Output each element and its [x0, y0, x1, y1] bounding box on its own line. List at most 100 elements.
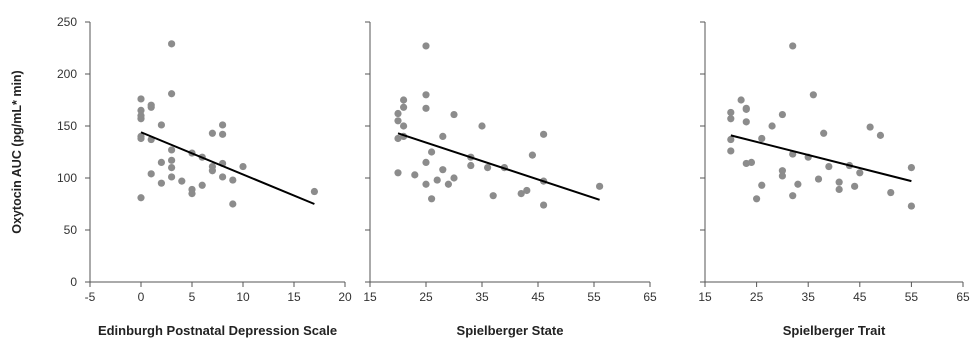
- data-point: [907, 202, 916, 210]
- data-point: [433, 176, 441, 184]
- data-point: [137, 106, 145, 114]
- data-point: [168, 164, 176, 172]
- data-point: [157, 179, 165, 187]
- data-point: [467, 161, 475, 170]
- data-point: [835, 185, 843, 194]
- data-point: [789, 42, 797, 50]
- data-point: [758, 134, 766, 143]
- data-point: [727, 135, 735, 144]
- data-point: [178, 177, 186, 185]
- data-point: [596, 182, 604, 190]
- data-point: [157, 121, 165, 129]
- data-point: [422, 180, 430, 188]
- data-point: [310, 187, 318, 196]
- y-tick-label: 50: [64, 223, 78, 237]
- data-point: [428, 195, 436, 203]
- data-point: [727, 108, 735, 117]
- y-tick-label: 200: [57, 67, 77, 81]
- data-point: [168, 40, 176, 48]
- y-tick-labels: 0 50 100 150 200 250: [57, 15, 77, 289]
- data-point: [484, 164, 492, 172]
- data-point: [137, 95, 145, 103]
- data-point: [168, 173, 176, 181]
- data-point: [168, 146, 176, 154]
- data-point: [219, 130, 227, 138]
- x-tick-label: 20: [338, 290, 352, 304]
- data-point: [778, 167, 787, 175]
- x-tick-label: 0: [138, 290, 145, 304]
- data-point: [747, 158, 756, 166]
- data-point: [778, 172, 787, 180]
- panel-spielberger-state: 15 25 35 45 55 65 Spielberger State: [363, 21, 657, 338]
- data-point: [809, 91, 817, 99]
- data-point: [394, 109, 402, 118]
- data-point: [208, 129, 216, 137]
- data-point: [814, 175, 823, 183]
- panel-spielberger-trait: 15 25 35 45 55 65 Spielberger Trait: [698, 21, 970, 338]
- data-point: [422, 42, 430, 50]
- data-point: [394, 169, 402, 177]
- data-point: [208, 167, 216, 175]
- x-tick-label: 25: [419, 290, 433, 304]
- x-axis-label: Edinburgh Postnatal Depression Scale: [98, 323, 337, 338]
- data-point: [400, 96, 408, 104]
- data-point: [856, 169, 864, 177]
- x-axis-label: Spielberger Trait: [783, 323, 886, 338]
- data-point: [820, 129, 828, 137]
- data-point: [411, 171, 419, 179]
- trend-line: [140, 131, 315, 205]
- y-tick-label: 250: [57, 15, 77, 29]
- data-point: [907, 164, 916, 172]
- data-point: [219, 121, 227, 129]
- y-tick-label: 0: [70, 275, 77, 289]
- data-point: [778, 110, 787, 119]
- data-point: [450, 110, 458, 119]
- y-tick-label: 150: [57, 119, 77, 133]
- data-point: [400, 122, 408, 130]
- data-point: [835, 178, 843, 186]
- data-point: [137, 134, 145, 143]
- data-point: [450, 174, 458, 182]
- data-point: [422, 91, 430, 99]
- data-point: [742, 118, 750, 126]
- data-point: [439, 166, 447, 174]
- data-point: [876, 131, 885, 139]
- x-tick-label: 45: [853, 290, 867, 304]
- data-point: [540, 201, 548, 209]
- x-tick-label: 35: [802, 290, 816, 304]
- x-tick-label: 5: [189, 290, 196, 304]
- x-tick-label: -5: [85, 290, 96, 304]
- trend-line: [397, 132, 600, 201]
- data-point: [866, 123, 874, 131]
- data-point: [198, 181, 206, 189]
- data-point: [742, 105, 750, 113]
- data-point: [422, 104, 430, 112]
- panel-edinburgh-postnatal-depression-scale: -5 0 5 10 15 20 Edinburgh Postnatal Depression…: [85, 21, 352, 338]
- data-point: [794, 180, 802, 188]
- data-point: [239, 162, 247, 171]
- y-axis-label: Oxytocin AUC (pg/mL* min): [10, 70, 24, 233]
- x-tick-label: 55: [905, 290, 919, 304]
- data-point: [394, 134, 402, 143]
- x-tick-label: 25: [750, 290, 764, 304]
- data-point: [168, 90, 176, 98]
- data-point: [727, 115, 735, 123]
- data-point: [851, 182, 859, 190]
- data-point: [147, 170, 155, 178]
- x-tick-label: 55: [587, 290, 601, 304]
- data-point: [422, 158, 430, 166]
- data-point: [758, 181, 766, 189]
- data-point: [523, 186, 531, 195]
- x-tick-label: 15: [698, 290, 712, 304]
- data-point: [727, 147, 735, 155]
- data-point: [428, 148, 436, 156]
- data-point: [737, 96, 745, 104]
- data-point: [394, 117, 402, 125]
- x-tick-label: 65: [956, 290, 970, 304]
- data-point: [219, 173, 227, 181]
- data-point: [517, 190, 525, 198]
- x-tick-label: 15: [287, 290, 301, 304]
- data-point: [478, 122, 486, 130]
- data-point: [444, 180, 452, 188]
